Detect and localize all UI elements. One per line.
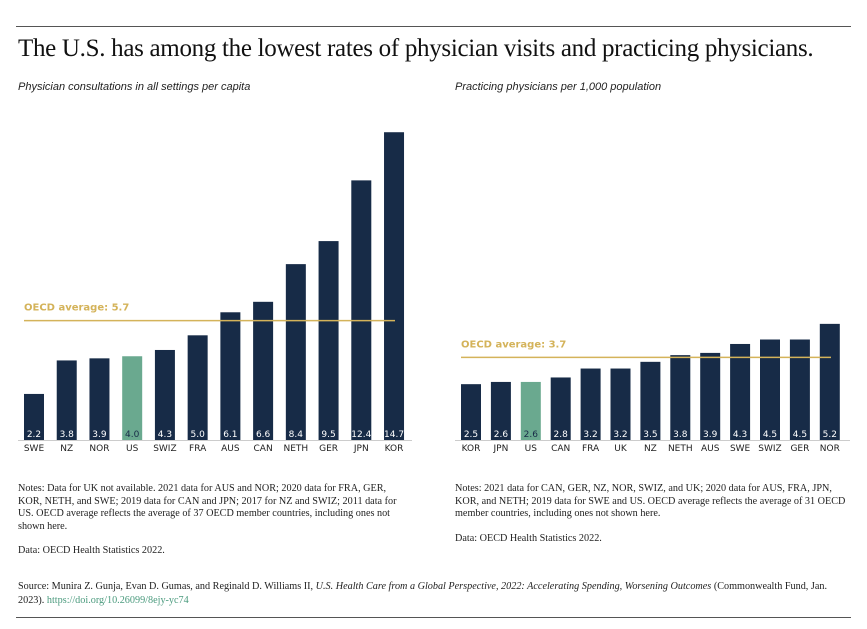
value-label: 2.6 — [524, 430, 539, 440]
value-label: 8.4 — [289, 430, 304, 440]
source-title: U.S. Health Care from a Global Perspecti… — [315, 581, 712, 592]
top-rule — [16, 26, 851, 27]
bar — [56, 360, 77, 440]
x-tick-label: NETH — [668, 444, 693, 454]
bar — [318, 241, 339, 440]
value-label: 3.8 — [60, 430, 75, 440]
value-label: 4.0 — [125, 430, 140, 440]
x-tick-label: SWE — [24, 444, 45, 454]
bar — [520, 381, 541, 440]
value-label: 3.2 — [583, 430, 597, 440]
x-tick-label: GER — [790, 444, 809, 454]
bar — [187, 335, 208, 440]
chart-subtitle: Practicing physicians per 1,000 populati… — [455, 81, 662, 93]
x-tick-label: US — [126, 444, 139, 454]
bar — [550, 377, 571, 440]
x-tick-label: CAN — [551, 444, 570, 454]
bar — [670, 355, 691, 440]
bar — [760, 339, 780, 440]
bar — [610, 368, 631, 440]
x-tick-label: SWIZ — [758, 444, 781, 454]
value-label: 5.0 — [190, 430, 205, 440]
bar — [640, 361, 661, 440]
x-tick-label: SWIZ — [153, 444, 176, 454]
x-tick-label: NETH — [283, 444, 308, 454]
value-label: 3.5 — [643, 430, 657, 440]
value-label: 12.4 — [351, 430, 371, 440]
x-tick-label: JPN — [353, 444, 369, 454]
bottom-rule — [16, 617, 851, 618]
page-title: The U.S. has among the lowest rates of p… — [18, 35, 814, 62]
x-tick-label: FRA — [189, 444, 207, 454]
source-link[interactable]: https://doi.org/10.26099/8ejy-yc74 — [46, 595, 189, 606]
x-tick-label: US — [525, 444, 538, 454]
data-source: Data: OECD Health Statistics 2022. — [18, 545, 165, 556]
bar — [384, 132, 405, 440]
bar — [490, 381, 511, 440]
x-tick-label: AUS — [221, 444, 240, 454]
bar — [730, 343, 751, 440]
bar — [24, 393, 44, 440]
value-label: 9.5 — [321, 430, 335, 440]
value-label: 4.3 — [733, 430, 747, 440]
value-label: 6.6 — [256, 430, 271, 440]
x-tick-label: KOR — [385, 444, 404, 454]
reference-label: OECD average: 5.7 — [24, 303, 129, 314]
chart-subtitle: Physician consultations in all settings … — [18, 81, 251, 93]
value-label: 4.5 — [763, 430, 777, 440]
bar — [89, 358, 110, 440]
value-label: 3.9 — [703, 430, 718, 440]
value-label: 14.7 — [384, 430, 404, 440]
x-tick-label: KOR — [462, 444, 481, 454]
bar — [154, 349, 175, 440]
value-label: 2.8 — [554, 430, 569, 440]
source-suffix: (Commonwealth Fund, Jan. 2023). — [18, 581, 828, 606]
bar — [220, 312, 241, 440]
bar — [285, 264, 306, 440]
bar — [700, 352, 721, 440]
notes: Notes: Data for UK not available. 2021 d… — [18, 483, 397, 532]
notes: Notes: 2021 data for CAN, GER, NZ, NOR, … — [455, 483, 846, 519]
value-label: 2.5 — [464, 430, 478, 440]
bar — [351, 180, 372, 440]
x-tick-label: CAN — [254, 444, 273, 454]
x-tick-label: NOR — [820, 444, 840, 454]
value-label: 3.2 — [613, 430, 627, 440]
value-label: 3.9 — [92, 430, 107, 440]
value-label: 5.2 — [823, 430, 837, 440]
x-tick-label: AUS — [701, 444, 720, 454]
reference-label: OECD average: 3.7 — [461, 339, 566, 350]
x-tick-label: NOR — [89, 444, 109, 454]
x-tick-label: NZ — [644, 444, 657, 454]
x-tick-label: GER — [319, 444, 338, 454]
x-tick-label: JPN — [492, 444, 508, 454]
bar — [122, 356, 143, 440]
value-label: 2.6 — [494, 430, 509, 440]
value-label: 2.2 — [27, 430, 41, 440]
bar — [253, 301, 274, 440]
x-tick-label: UK — [614, 444, 628, 454]
value-label: 4.3 — [158, 430, 172, 440]
bar — [461, 384, 481, 440]
x-tick-label: FRA — [582, 444, 600, 454]
value-label: 6.1 — [223, 430, 237, 440]
source: Source: Munira Z. Gunja, Evan D. Gumas, … — [18, 580, 848, 608]
x-tick-label: NZ — [60, 444, 73, 454]
value-label: 3.8 — [673, 430, 688, 440]
x-tick-label: SWE — [730, 444, 751, 454]
source-prefix: Source: Munira Z. Gunja, Evan D. Gumas, … — [18, 581, 316, 592]
bar — [819, 323, 840, 440]
data-source: Data: OECD Health Statistics 2022. — [455, 533, 602, 544]
bar — [580, 368, 601, 440]
bar — [789, 339, 810, 440]
value-label: 4.5 — [793, 430, 807, 440]
